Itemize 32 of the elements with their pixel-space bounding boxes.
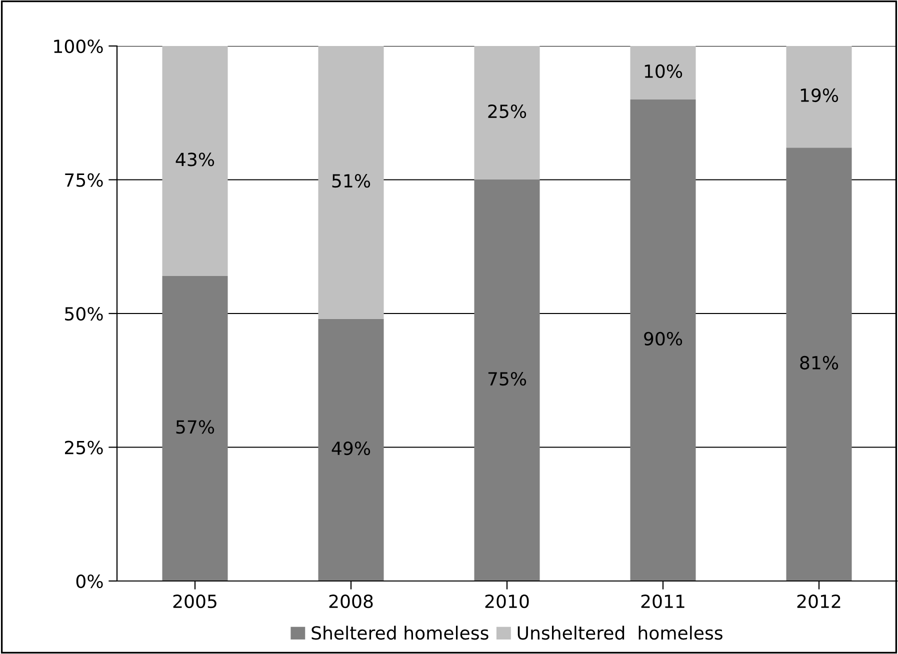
x-tick-label: 2010: [485, 594, 529, 608]
bar: [318, 46, 384, 319]
bar: [630, 46, 696, 100]
legend-label: Unsheltered homeless: [518, 626, 722, 640]
data-label: 49%: [332, 442, 370, 456]
x-tick-label: 2005: [173, 594, 216, 608]
bar: [786, 148, 852, 581]
bar: [318, 318, 384, 581]
bar: [162, 46, 228, 276]
data-label: 81%: [800, 356, 838, 370]
data-label: 51%: [332, 174, 370, 188]
legend-label: Sheltered homeless: [312, 626, 488, 640]
bar: [474, 46, 540, 180]
data-label: 75%: [488, 372, 526, 386]
data-label: 19%: [800, 88, 838, 102]
y-tick-label: 50%: [65, 306, 103, 321]
bar: [630, 100, 696, 581]
y-tick-label: 25%: [64, 440, 103, 454]
y-tick-label: 75%: [65, 173, 103, 187]
data-label: 43%: [176, 152, 214, 166]
x-tick-label: 2008: [329, 594, 373, 608]
data-label: 57%: [176, 420, 214, 434]
x-tick-label: 2012: [797, 594, 840, 608]
y-tick-label: 100%: [54, 39, 103, 54]
bar: [474, 180, 540, 581]
x-tick-label: 2011: [641, 594, 684, 608]
bar: [786, 46, 852, 148]
data-label: 10%: [644, 64, 682, 78]
bar: [162, 276, 228, 581]
data-label: 25%: [488, 104, 526, 118]
data-label: 90%: [644, 332, 682, 346]
y-tick-label: 0%: [76, 574, 103, 588]
